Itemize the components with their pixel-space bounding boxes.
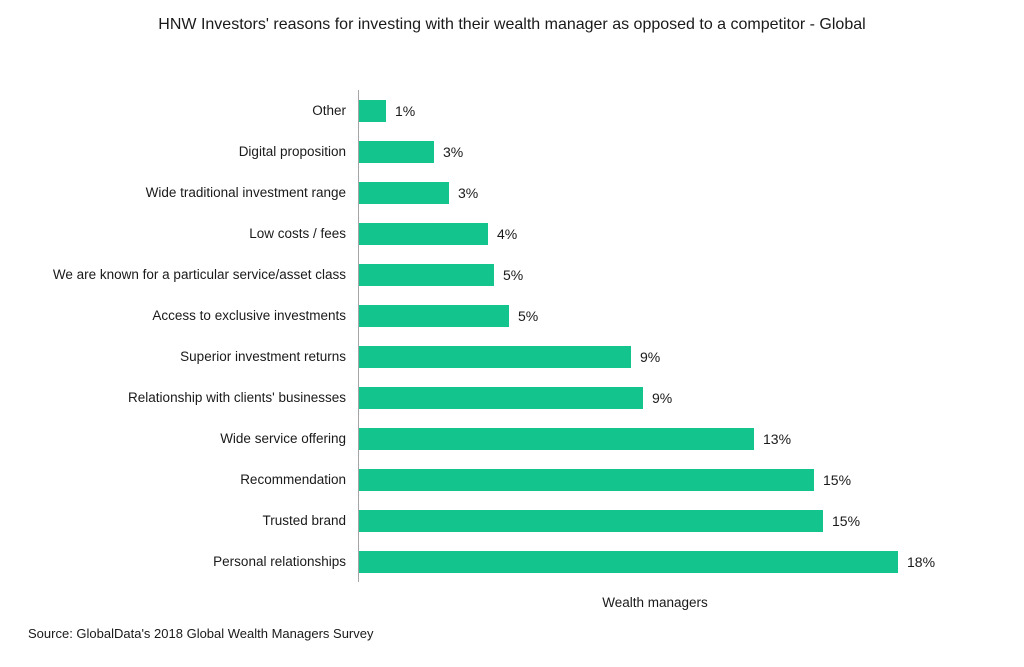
category-label: Personal relationships: [213, 554, 346, 569]
bar: [359, 468, 814, 491]
value-label: 18%: [907, 553, 936, 570]
category-label: Wide traditional investment range: [145, 185, 346, 200]
bar: [359, 304, 509, 327]
chart-row: Low costs / fees 4%: [0, 213, 1024, 254]
chart-row: Other 1%: [0, 90, 1024, 131]
value-label: 5%: [518, 307, 539, 324]
bar: [359, 427, 754, 450]
bar: [359, 386, 643, 409]
bar: [359, 345, 631, 368]
value-label: 13%: [763, 430, 792, 447]
x-axis-label: Wealth managers: [602, 595, 708, 610]
category-label: Access to exclusive investments: [152, 308, 346, 323]
bar: [359, 222, 488, 245]
y-axis-line: [358, 90, 359, 582]
category-label: Trusted brand: [262, 513, 346, 528]
value-label: 5%: [503, 266, 524, 283]
chart-row: Superior investment returns 9%: [0, 336, 1024, 377]
bar: [359, 263, 494, 286]
value-label: 15%: [823, 471, 852, 488]
bar: [359, 509, 823, 532]
category-label: Other: [312, 103, 346, 118]
bar: [359, 550, 898, 573]
value-label: 3%: [443, 143, 464, 160]
category-label: Relationship with clients' businesses: [128, 390, 346, 405]
category-label: Digital proposition: [238, 144, 346, 159]
bar: [359, 181, 449, 204]
category-label: Superior investment returns: [180, 349, 346, 364]
chart-row: We are known for a particular service/as…: [0, 254, 1024, 295]
category-label: Recommendation: [240, 472, 346, 487]
chart-row: Digital proposition 3%: [0, 131, 1024, 172]
chart-row: Trusted brand 15%: [0, 500, 1024, 541]
bar-chart: Other 1% Digital proposition 3% Wide traditi…: [0, 90, 1024, 582]
value-label: 9%: [652, 389, 673, 406]
chart-row: Recommendation 15%: [0, 459, 1024, 500]
chart-row: Relationship with clients' businesses 9%: [0, 377, 1024, 418]
value-label: 15%: [832, 512, 861, 529]
value-label: 9%: [640, 348, 661, 365]
value-label: 1%: [395, 102, 416, 119]
category-label: Low costs / fees: [249, 226, 346, 241]
chart-row: Access to exclusive investments 5%: [0, 295, 1024, 336]
value-label: 4%: [497, 225, 518, 242]
chart-row: Personal relationships 18%: [0, 541, 1024, 582]
category-label: We are known for a particular service/as…: [52, 267, 346, 282]
bar: [359, 99, 386, 122]
category-label: Wide service offering: [220, 431, 346, 446]
bar: [359, 140, 434, 163]
source-note: Source: GlobalData's 2018 Global Wealth …: [28, 626, 374, 641]
chart-row: Wide service offering 13%: [0, 418, 1024, 459]
chart-title: HNW Investors' reasons for investing wit…: [158, 16, 866, 33]
chart-row: Wide traditional investment range 3%: [0, 172, 1024, 213]
value-label: 3%: [458, 184, 479, 201]
